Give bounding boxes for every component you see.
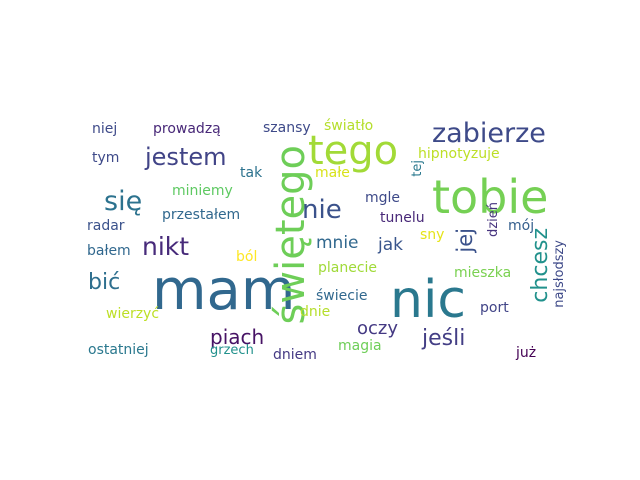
cloud-word: ból xyxy=(236,249,257,265)
cloud-word: sny xyxy=(420,227,444,243)
cloud-word: świecie xyxy=(316,288,367,304)
cloud-word: niej xyxy=(92,121,117,137)
cloud-word: wierzyć xyxy=(106,306,159,322)
cloud-word: światło xyxy=(324,118,373,134)
cloud-word: świętego xyxy=(268,145,314,324)
cloud-word: tunelu xyxy=(380,210,425,226)
cloud-word: jeśli xyxy=(421,326,465,351)
cloud-word: się xyxy=(104,186,142,217)
cloud-word: chcesz xyxy=(528,228,553,303)
cloud-word: radar xyxy=(87,218,125,234)
cloud-word: piach xyxy=(210,325,264,349)
cloud-word: przestałem xyxy=(162,207,240,223)
cloud-word: prowadzą xyxy=(153,121,221,137)
cloud-word: oczy xyxy=(357,318,398,339)
cloud-word: jej xyxy=(453,228,477,254)
cloud-word: planecie xyxy=(318,260,377,276)
cloud-word: tej xyxy=(410,160,425,177)
cloud-word: jestem xyxy=(144,143,227,171)
cloud-word: miniemy xyxy=(172,183,233,199)
cloud-word: małe xyxy=(315,165,350,181)
cloud-word: dniem xyxy=(273,347,317,363)
cloud-word: dzień xyxy=(486,202,501,237)
cloud-word: ostatniej xyxy=(88,342,149,358)
cloud-word: mnie xyxy=(316,233,359,253)
cloud-word: nie xyxy=(302,195,342,225)
cloud-word: jak xyxy=(377,235,403,255)
cloud-word: grzech xyxy=(210,343,254,358)
cloud-word: mój xyxy=(508,218,534,234)
cloud-word: hipnotyzuje xyxy=(418,146,500,162)
cloud-word: nikt xyxy=(142,232,189,261)
cloud-word: już xyxy=(515,345,536,361)
cloud-word: tego xyxy=(308,128,398,174)
cloud-word: mieszka xyxy=(454,265,511,281)
cloud-word: zabierze xyxy=(432,118,546,149)
cloud-word: bałem xyxy=(87,243,131,259)
cloud-word: mam xyxy=(152,258,295,323)
cloud-word: szansy xyxy=(263,120,311,136)
cloud-word: dnie xyxy=(300,304,330,320)
cloud-word: mgle xyxy=(365,190,400,206)
cloud-word: magia xyxy=(338,338,382,354)
cloud-word: bić xyxy=(88,270,120,295)
cloud-word: tak xyxy=(240,165,263,181)
cloud-word: tym xyxy=(92,150,119,166)
cloud-word: najsłodszy xyxy=(552,240,567,308)
cloud-word: nic xyxy=(390,270,466,330)
cloud-word: tobie xyxy=(432,170,548,224)
cloud-word: port xyxy=(480,300,509,316)
